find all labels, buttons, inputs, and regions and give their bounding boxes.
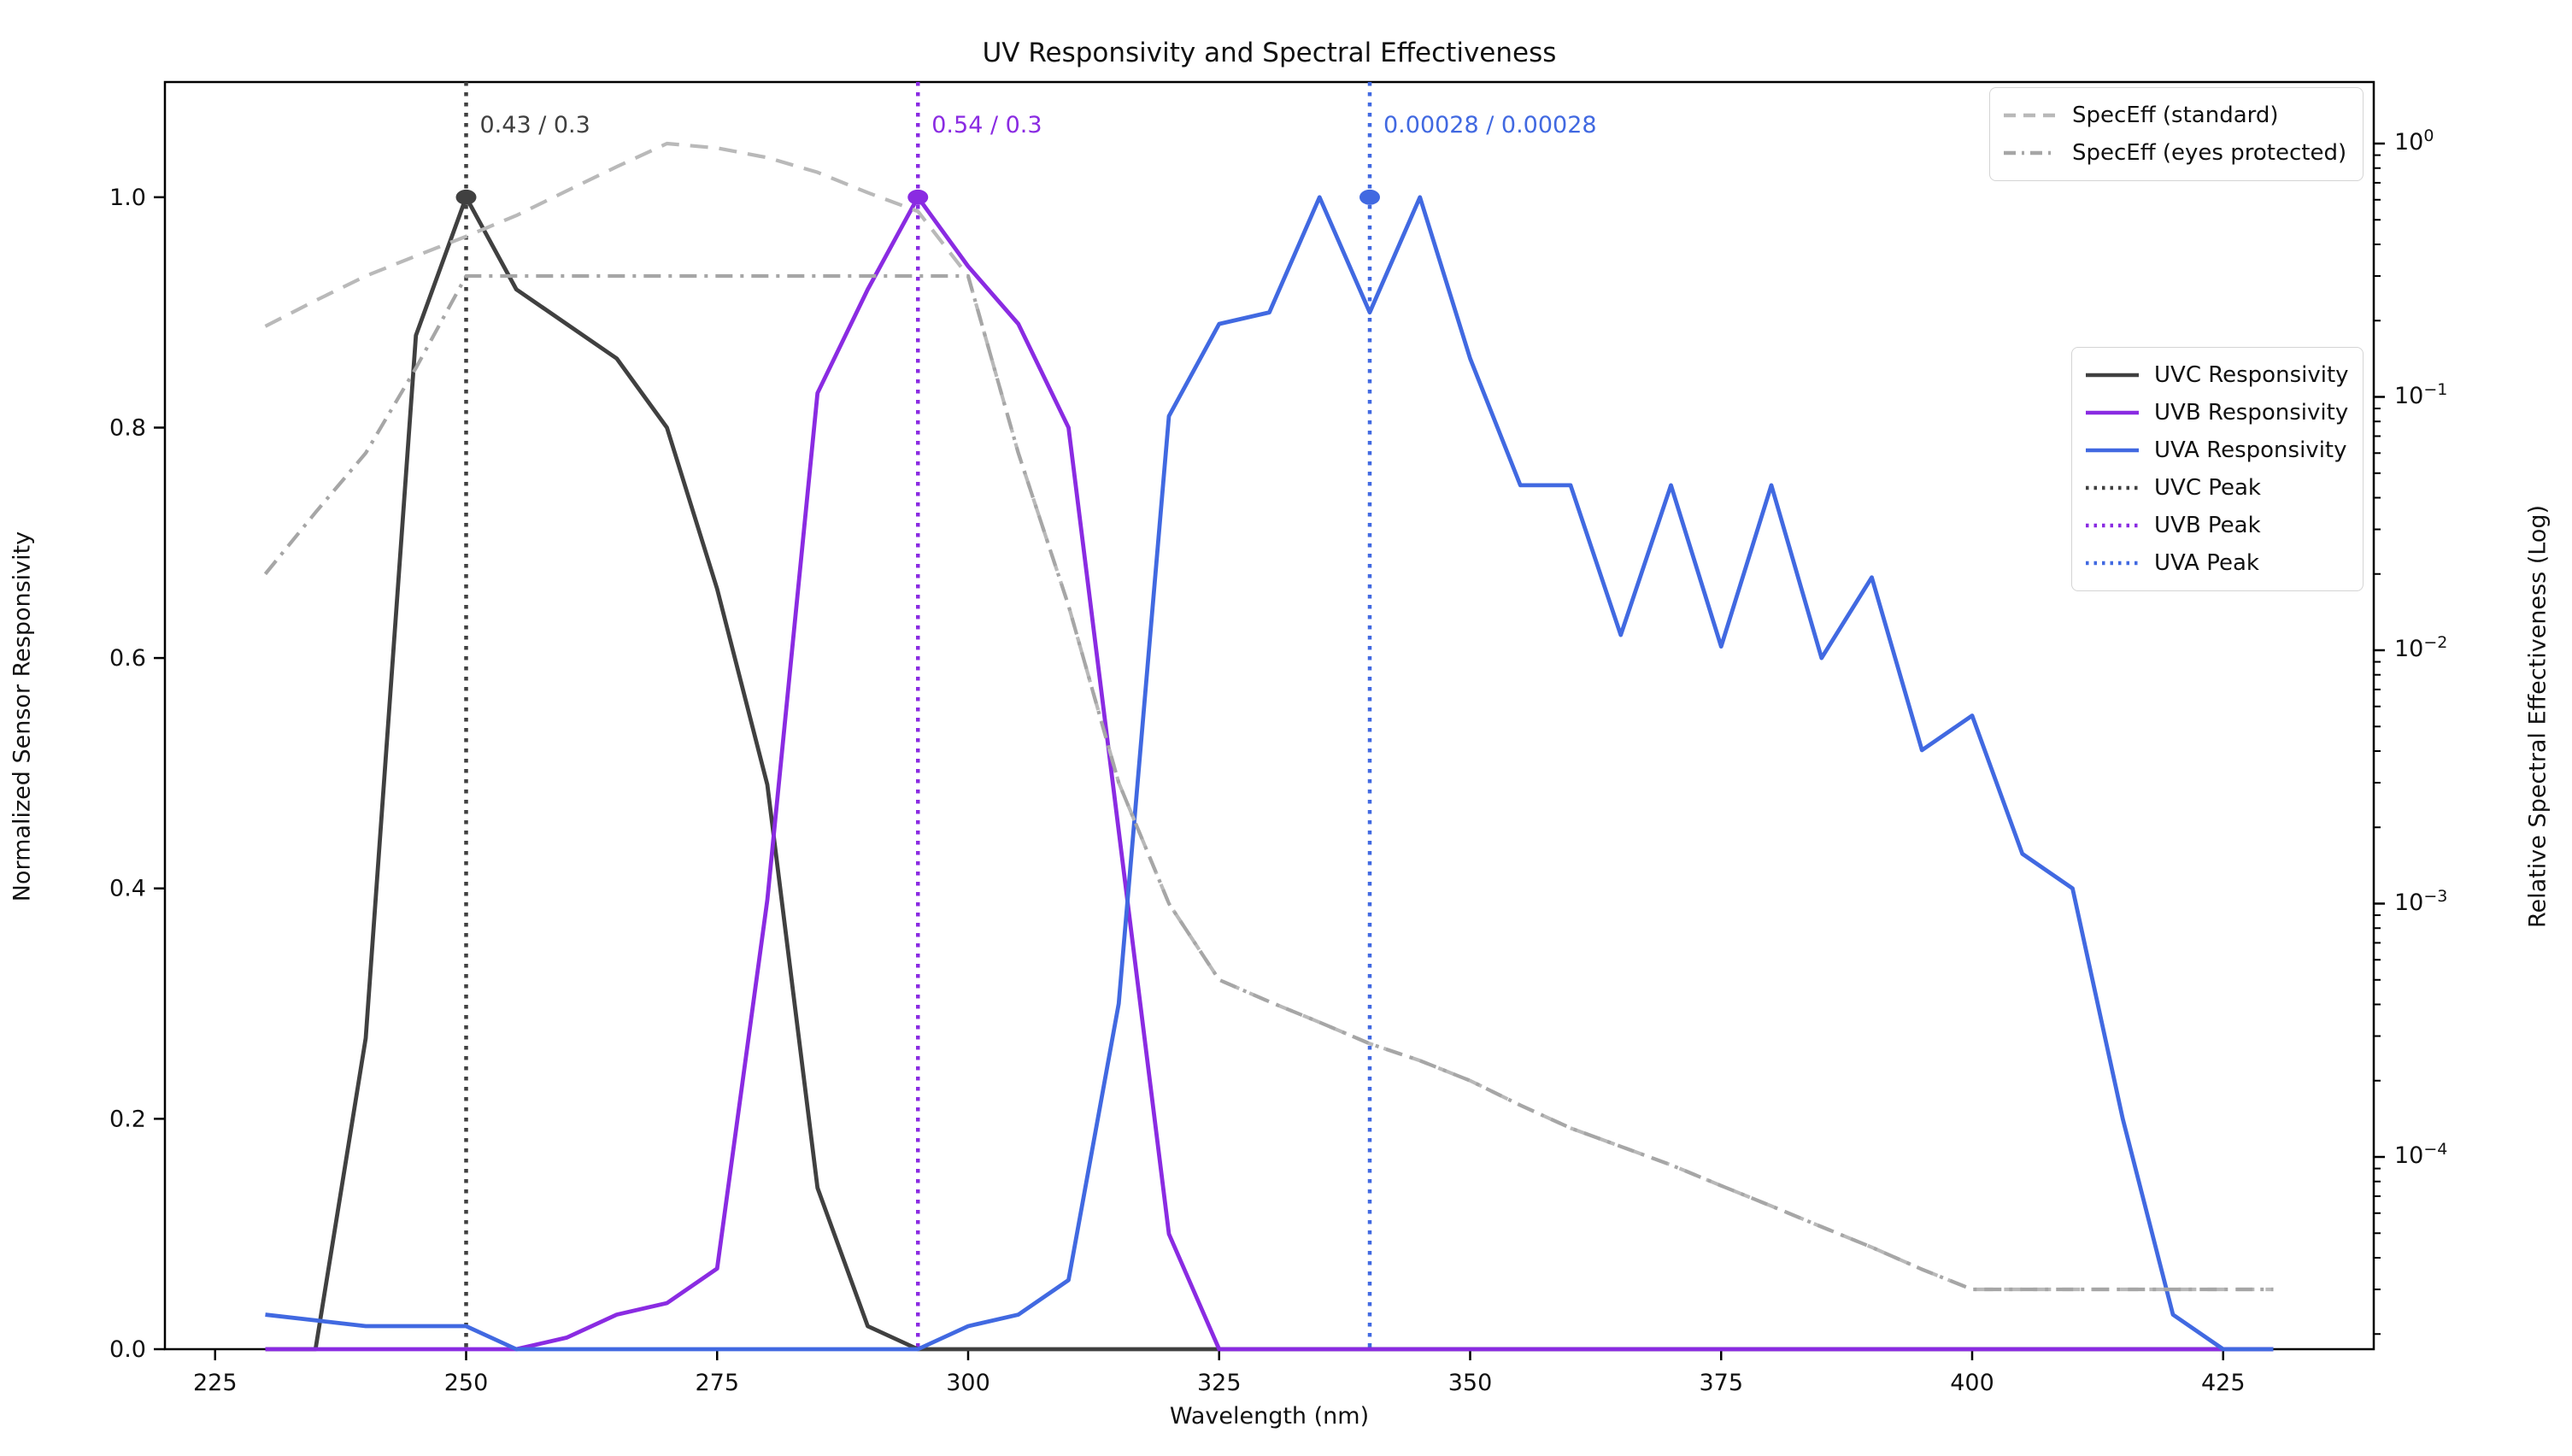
y-left-tick-label: 0.2 xyxy=(109,1106,146,1132)
legend-item[interactable]: UVB Peak xyxy=(2086,507,2349,544)
x-tick-label: 375 xyxy=(1699,1370,1743,1396)
legend-label: UVC Responsivity xyxy=(2154,362,2349,388)
legend-item[interactable]: SpecEff (eyes protected) xyxy=(2004,134,2349,172)
y-left-tick-label: 0.6 xyxy=(109,645,146,672)
x-axis-ticks: 225 250 275 300 325 350 375 400 425 xyxy=(193,1349,2246,1396)
x-tick-label: 250 xyxy=(444,1370,489,1396)
peak-marker-uvb-peak xyxy=(907,189,929,205)
y-right-ticks xyxy=(2374,142,2385,1336)
legend-series: UVC Responsivity UVB Responsivity UVA Resp… xyxy=(2071,347,2364,591)
legend-line-sample-icon xyxy=(2086,485,2139,490)
peak-markers xyxy=(455,189,1380,205)
y-left-tick-label: 0.4 xyxy=(109,876,146,902)
legend-line-sample-icon xyxy=(2004,113,2057,118)
legend-line-sample-icon xyxy=(2086,410,2139,415)
x-tick-label: 325 xyxy=(1197,1370,1242,1396)
y-left-tick-label: 0.8 xyxy=(109,414,146,441)
y-left-tick-label: 0.0 xyxy=(109,1336,146,1363)
legend-item[interactable]: UVC Peak xyxy=(2086,469,2349,507)
y-right-tick-label: 10−3 xyxy=(2394,886,2448,916)
legend-item[interactable]: UVC Responsivity xyxy=(2086,356,2349,394)
curve-uva-responsivity xyxy=(265,195,2274,1352)
legend-line-sample-icon xyxy=(2086,523,2139,528)
y-axis-right-label: Relative Spectral Effectiveness (Log) xyxy=(2524,504,2551,929)
y-right-tick-label: 10−2 xyxy=(2394,633,2448,662)
legend-item[interactable]: UVA Responsivity xyxy=(2086,432,2349,469)
x-tick-label: 275 xyxy=(695,1370,739,1396)
legend-speceff: SpecEff (standard) SpecEff (eyes protecte… xyxy=(1989,87,2364,181)
legend-line-sample-icon xyxy=(2004,150,2057,156)
legend-label: UVB Peak xyxy=(2154,513,2261,538)
legend-label: UVB Responsivity xyxy=(2154,400,2349,426)
legend-item[interactable]: UVA Peak xyxy=(2086,544,2349,582)
legend-line-sample-icon xyxy=(2086,448,2139,453)
y-axis-left-label: Normalized Sensor Responsivity xyxy=(9,531,36,902)
legend-item[interactable]: SpecEff (standard) xyxy=(2004,97,2349,134)
x-tick-label: 300 xyxy=(946,1370,990,1396)
annotation: 0.00028 / 0.00028 xyxy=(1383,112,1597,138)
annotation: 0.43 / 0.3 xyxy=(480,112,590,138)
y-right-tick-label: 10−4 xyxy=(2394,1140,2448,1169)
legend-label: SpecEff (eyes protected) xyxy=(2072,140,2347,166)
x-tick-label: 225 xyxy=(193,1370,238,1396)
x-tick-label: 400 xyxy=(1950,1370,1994,1396)
legend-line-sample-icon xyxy=(2086,373,2139,378)
legend-label: UVA Peak xyxy=(2154,550,2259,576)
y-right-tick-label: 10−1 xyxy=(2394,379,2448,409)
annotation: 0.54 / 0.3 xyxy=(931,112,1042,138)
curve-speceff-eyes-protected xyxy=(263,273,2274,1292)
legend-line-sample-icon xyxy=(2086,561,2139,566)
peak-marker-uva-peak xyxy=(1359,189,1380,205)
y-left-ticks: 0.0 0.2 0.4 0.6 0.8 1.0 xyxy=(109,185,165,1363)
series-curves xyxy=(263,141,2274,1352)
legend-label: SpecEff (standard) xyxy=(2072,103,2279,128)
peak-marker-uvc-peak xyxy=(455,189,477,205)
plot-frame xyxy=(163,80,2375,1351)
legend-label: UVC Peak xyxy=(2154,475,2261,501)
curve-uvc-responsivity xyxy=(265,195,2274,1352)
legend-item[interactable]: UVB Responsivity xyxy=(2086,394,2349,432)
x-tick-label: 425 xyxy=(2201,1370,2246,1396)
chart-title: UV Responsivity and Spectral Effectivene… xyxy=(982,38,1557,68)
x-axis-label: Wavelength (nm) xyxy=(1169,1403,1370,1430)
x-tick-label: 350 xyxy=(1448,1370,1493,1396)
y-right-tick-label: 100 xyxy=(2394,126,2434,156)
peak-lines xyxy=(464,82,1372,1349)
curve-uvb-responsivity xyxy=(265,195,2274,1352)
legend-label: UVA Responsivity xyxy=(2154,437,2347,463)
y-left-tick-label: 1.0 xyxy=(109,185,146,211)
annotations: 0.43 / 0.3 0.54 / 0.3 0.00028 / 0.00028 xyxy=(480,112,1597,138)
